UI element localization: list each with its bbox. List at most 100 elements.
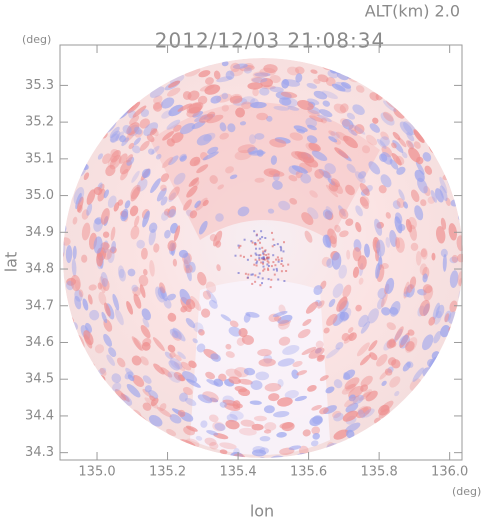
echo-cell [385,237,391,248]
echo-cell [287,66,300,76]
echo-cell [240,96,256,105]
echo-cell [276,431,287,438]
echo-cell [254,243,256,246]
echo-cell [72,216,78,225]
echo-cell [324,163,336,175]
echo-cell [279,245,282,248]
echo-cell [378,404,390,416]
echo-cell [380,131,389,141]
echo-cell [188,360,197,369]
echo-cell [356,342,370,357]
echo-cell [131,170,140,183]
echo-cell [449,300,458,313]
echo-cell [281,97,298,108]
echo-cell [339,103,349,113]
echo-cell [139,118,150,129]
echo-cell [197,394,213,404]
echo-cell [408,216,417,230]
echo-cell [105,164,116,177]
echo-cell [273,273,276,276]
echo-cell [300,173,312,184]
echo-cell [277,314,293,324]
echo-cell [359,183,370,196]
echo-cell [306,82,318,89]
echo-cell [356,406,372,419]
y-tick-label: 34.8 [25,262,54,277]
echo-cell [241,334,254,345]
echo-cell [225,166,234,174]
echo-cell [301,346,317,355]
echo-cell [151,145,160,155]
echo-cell [198,220,208,235]
echo-cell [345,402,359,413]
x-unit: (deg) [452,485,481,498]
echo-cell [156,187,167,202]
echo-cell [188,102,202,114]
echo-cell [284,390,299,399]
echo-cell [161,211,169,221]
echo-cell [329,235,337,248]
echo-cell [115,131,125,141]
echo-cell [155,153,162,160]
echo-cell [142,388,152,397]
echo-cell [272,261,275,264]
echo-cell [250,254,253,257]
echo-cell [391,152,402,166]
echo-cell [440,248,448,258]
echo-cell [93,236,103,254]
echo-cell [239,244,242,247]
echo-cell [83,172,90,181]
echo-cell [333,429,349,440]
echo-cell [217,184,224,190]
echo-cell [114,389,127,401]
echo-cell [261,258,264,261]
echo-cell [368,340,378,352]
echo-cell [206,430,219,436]
echo-cell [94,218,102,225]
echo-cell [405,219,413,233]
echo-cell [267,208,275,214]
echo-cell [255,234,258,237]
echo-cell [97,153,103,160]
echo-cell [285,270,288,272]
echo-cell [263,405,275,414]
echo-cell [261,236,264,239]
echo-cell [259,237,262,240]
echo-cell [167,371,181,383]
echo-cell [278,336,291,346]
echo-cell [168,208,176,218]
echo-cell [186,185,198,198]
echo-cell [280,457,292,458]
echo-cell [160,196,168,206]
echo-cell [87,294,93,305]
echo-cell [237,272,240,274]
echo-cell [100,208,110,225]
echo-cell [252,71,269,79]
echo-cell [188,177,199,187]
echo-cell [167,240,177,252]
echo-cell [200,420,208,428]
echo-cell [359,354,372,366]
echo-cell [358,314,369,328]
echo-cell [389,229,397,248]
echo-cell [210,95,222,104]
echo-cell [184,67,201,77]
echo-cell [202,151,219,161]
echo-cell [445,197,451,206]
echo-cell [402,362,411,372]
echo-cell [374,218,383,236]
echo-cell [259,254,262,257]
echo-cell [238,328,248,338]
echo-cell [239,254,242,257]
echo-cell [196,134,212,146]
echo-cell [210,353,221,362]
echo-cell [180,361,192,371]
echo-cell [413,130,425,143]
echo-cell [362,407,370,415]
echo-cell [297,100,314,111]
echo-cell [345,184,355,196]
echo-cell [180,305,188,313]
echo-cell [254,280,257,283]
echo-cell [395,212,403,224]
echo-cell [287,106,300,111]
